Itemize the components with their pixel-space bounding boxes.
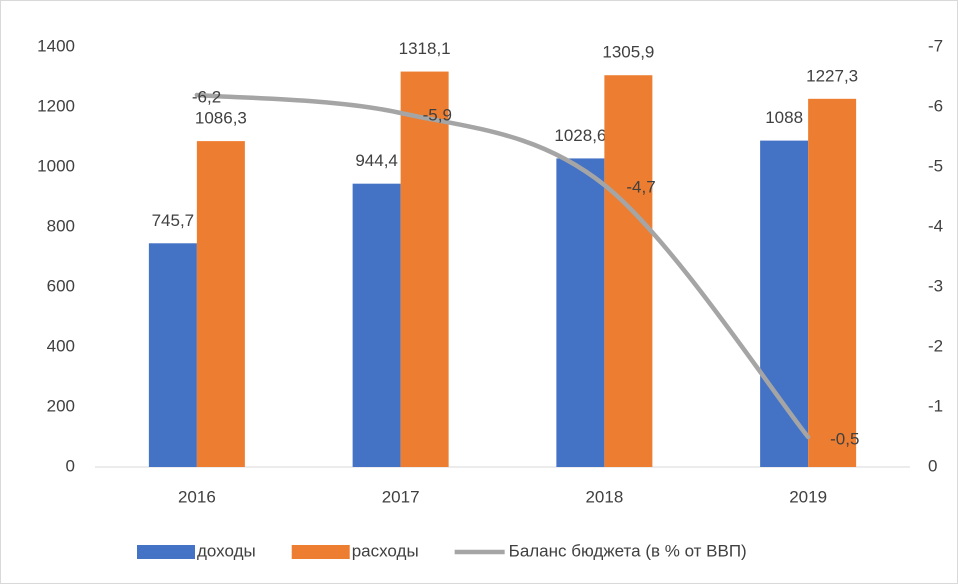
y-tick-label: 1200 xyxy=(37,96,75,115)
line-data-label: -5,9 xyxy=(423,105,452,124)
data-label: 1028,6 xyxy=(554,126,606,145)
bar xyxy=(400,71,449,467)
bar xyxy=(196,141,245,468)
bar xyxy=(556,158,605,468)
y2-tick-label: -4 xyxy=(928,216,943,235)
line-data-label: -6,2 xyxy=(192,87,221,106)
x-tick-label: 2017 xyxy=(382,487,420,506)
bar xyxy=(808,98,857,467)
y-tick-label: 1000 xyxy=(37,156,75,175)
bar xyxy=(352,183,401,467)
y-tick-label: 800 xyxy=(47,216,75,235)
line-data-label: -4,7 xyxy=(626,177,655,196)
legend-swatch xyxy=(137,545,195,559)
bar xyxy=(604,75,653,467)
line-data-label: -0,5 xyxy=(830,429,859,448)
y-tick-label: 0 xyxy=(66,456,75,475)
data-label: 1088 xyxy=(765,108,803,127)
legend-label: расходы xyxy=(352,541,419,560)
y2-tick-label: -3 xyxy=(928,276,943,295)
y2-tick-label: -7 xyxy=(928,36,943,55)
y2-tick-label: -6 xyxy=(928,96,943,115)
y-tick-label: 600 xyxy=(47,276,75,295)
x-tick-label: 2019 xyxy=(789,487,827,506)
y2-tick-label: -2 xyxy=(928,336,943,355)
legend-label: Баланс бюджета (в % от ВВП) xyxy=(509,541,747,560)
y-tick-label: 200 xyxy=(47,396,75,415)
y2-tick-label: -5 xyxy=(928,156,943,175)
data-label: 1305,9 xyxy=(602,43,654,62)
y2-tick-label: 0 xyxy=(928,456,937,475)
data-label: 1227,3 xyxy=(806,66,858,85)
data-label: 1318,1 xyxy=(399,39,451,58)
y-tick-label: 1400 xyxy=(37,36,75,55)
line xyxy=(194,92,811,440)
x-tick-label: 2018 xyxy=(585,487,623,506)
legend-swatch xyxy=(291,545,350,559)
y2-tick-label: -1 xyxy=(928,396,943,415)
bar xyxy=(148,243,197,467)
data-label: 944,4 xyxy=(355,151,398,170)
data-label: 1086,3 xyxy=(195,109,247,128)
data-label: 745,7 xyxy=(152,211,195,230)
y-tick-label: 400 xyxy=(47,336,75,355)
legend-label: доходы xyxy=(197,541,256,560)
x-tick-label: 2016 xyxy=(178,487,216,506)
bar xyxy=(760,140,809,467)
